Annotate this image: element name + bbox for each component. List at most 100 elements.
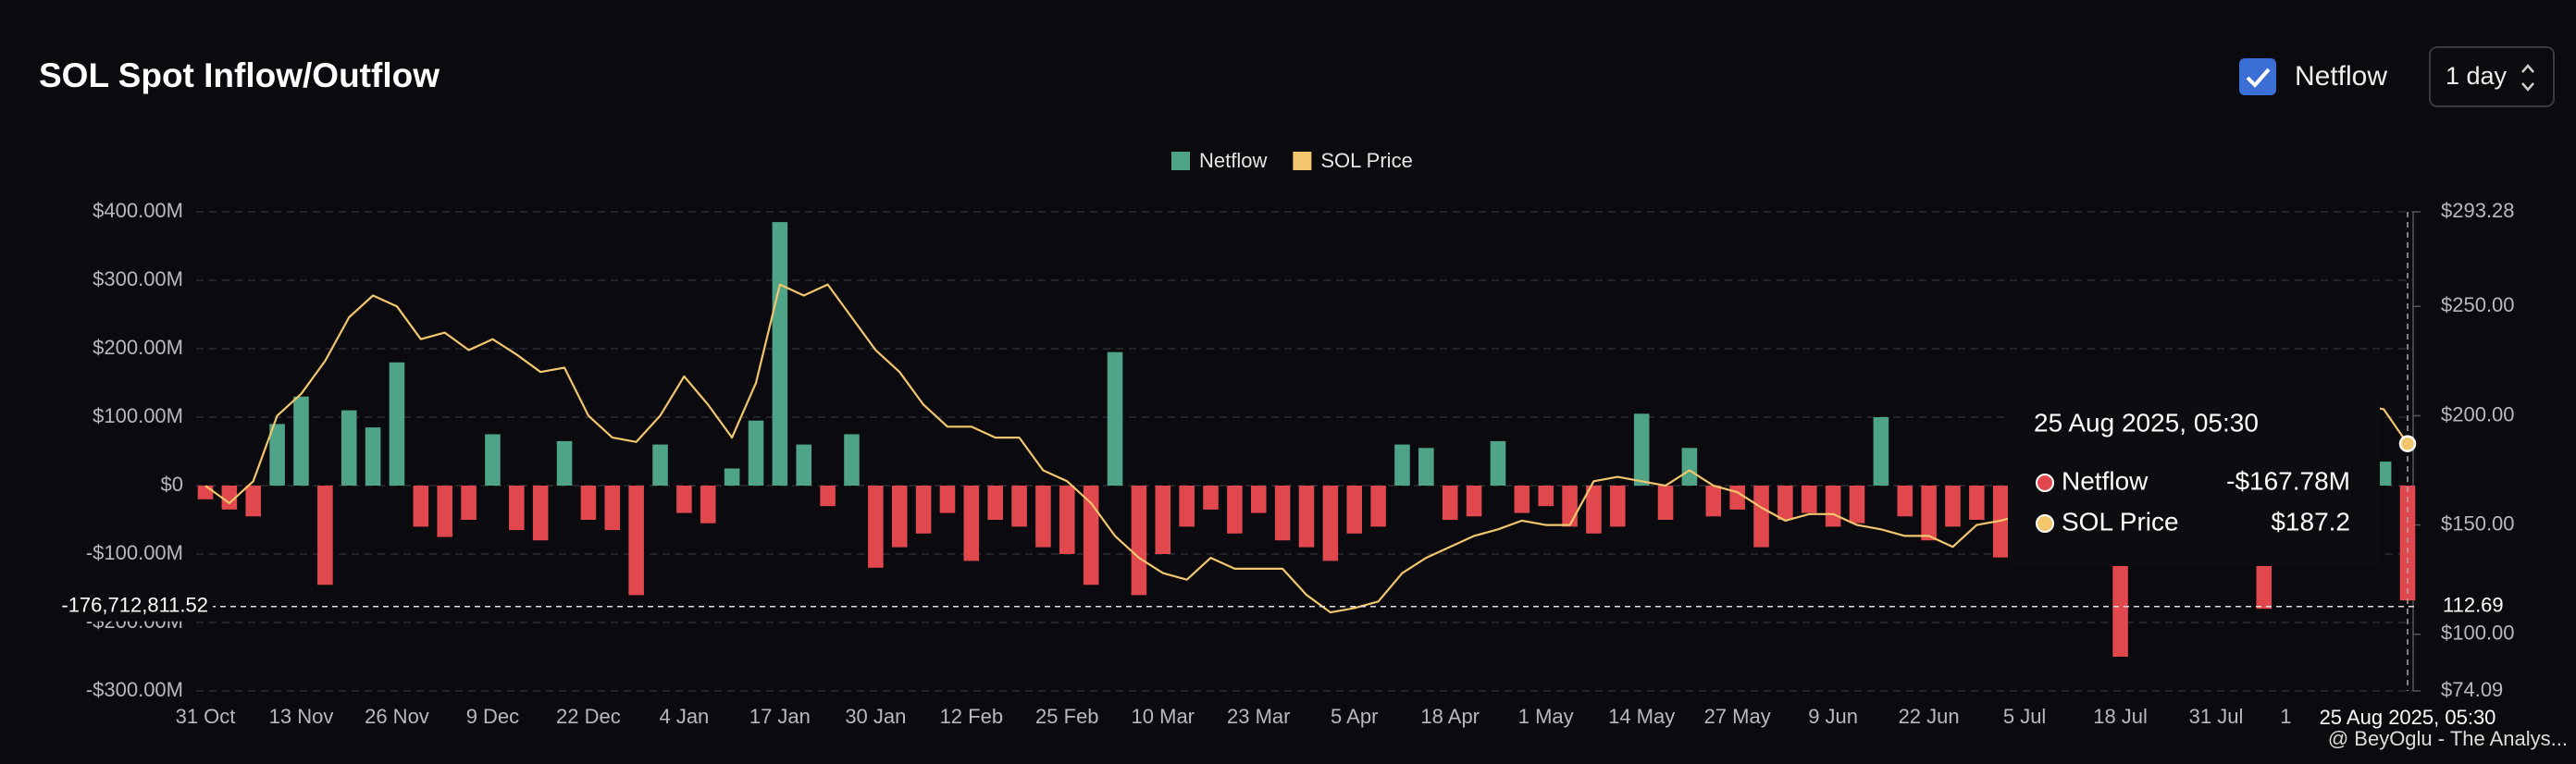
checkbox[interactable]	[2239, 58, 2276, 95]
bar	[556, 440, 573, 486]
y-tick-label: $200.00M	[93, 336, 183, 359]
x-tick-label: 23 Mar	[1227, 705, 1290, 728]
netflow-toggle[interactable]: Netflow	[2239, 58, 2387, 95]
x-tick-label: 13 Nov	[269, 705, 334, 728]
tooltip: 25 Aug 2025, 05:30 Netflow -$167.78M SOL Pr…	[2008, 394, 2380, 566]
x-tick-label: 12 Feb	[940, 705, 1004, 728]
x-tick-label: 22 Jun	[1899, 705, 1960, 728]
bar	[1849, 486, 1865, 524]
crosshair-y2-box	[2419, 591, 2530, 622]
toggle-label: Netflow	[2295, 61, 2387, 92]
bar	[1490, 440, 1506, 486]
legend-swatch	[1171, 152, 1190, 170]
bar	[509, 486, 525, 531]
bar	[652, 444, 668, 486]
page-title: SOL Spot Inflow/Outflow	[39, 56, 440, 94]
interval-select[interactable]: 1 day	[2429, 46, 2555, 107]
bar	[868, 486, 884, 568]
bar	[461, 486, 477, 520]
tooltip-title: 25 Aug 2025, 05:30	[2034, 408, 2259, 437]
bar	[269, 424, 285, 486]
y-tick-label: $100.00M	[93, 404, 183, 427]
bar	[413, 486, 429, 527]
tooltip-box	[2008, 394, 2380, 566]
bar	[1753, 486, 1769, 548]
x-tick-label: 1 May	[1518, 705, 1574, 728]
bar	[1203, 486, 1219, 510]
bar	[1514, 486, 1530, 513]
y2-tick-label: $150.00	[2441, 511, 2515, 535]
x-tick-label: 5 Apr	[1331, 705, 1378, 728]
crosshair-y-label: -176,712,811.52	[61, 594, 208, 617]
bar	[1394, 444, 1410, 486]
bar	[1921, 486, 1937, 541]
bar	[1250, 486, 1267, 513]
x-tick-label: 10 Mar	[1132, 705, 1195, 728]
bar	[317, 486, 333, 585]
x-tick-label: 27 May	[1704, 705, 1771, 728]
crosshair-y2-label: 112.69	[2443, 594, 2504, 617]
crosshair-y-box	[37, 591, 213, 622]
tooltip-name: SOL Price	[2062, 507, 2179, 536]
bar	[2399, 486, 2416, 601]
bar	[939, 486, 956, 513]
bar	[891, 486, 908, 548]
x-tick-label: 9 Dec	[466, 705, 519, 728]
bar	[1825, 486, 1841, 527]
x-tick-label: 31 Jul	[2189, 705, 2244, 728]
tooltip-dot	[2036, 514, 2054, 533]
bar	[1155, 486, 1171, 554]
bar	[748, 420, 764, 486]
bar	[628, 486, 644, 596]
bar	[245, 486, 262, 517]
bar	[1274, 486, 1291, 541]
bar	[437, 486, 452, 537]
y2-tick-label: $74.09	[2441, 678, 2503, 701]
x-tick-label: 18 Apr	[1420, 705, 1480, 728]
x-tick-label: 31 Oct	[176, 705, 236, 728]
x-tick-label: 5 Jul	[2003, 705, 2046, 728]
bar	[1227, 486, 1243, 534]
y-tick-label: $400.00M	[93, 199, 183, 222]
bar	[485, 434, 501, 486]
bar	[1777, 486, 1793, 520]
bar	[987, 486, 1003, 520]
select-value: 1 day	[2446, 62, 2508, 90]
legend-label: SOL Price	[1320, 149, 1412, 172]
bar	[1801, 486, 1817, 513]
select-arrows	[2521, 64, 2534, 92]
x-tick-label: 14 May	[1608, 705, 1675, 728]
bar	[1346, 486, 1363, 534]
bar	[1562, 486, 1578, 527]
bar	[676, 486, 692, 513]
bar	[293, 396, 309, 486]
bar	[1681, 448, 1698, 486]
bar	[1610, 486, 1626, 527]
bar	[1107, 351, 1123, 486]
y2-tick-label: $100.00	[2441, 622, 2515, 645]
bar	[963, 486, 980, 561]
bar	[1633, 413, 1650, 486]
x-tick-label: 25 Feb	[1035, 705, 1099, 728]
y-tick-label: $0	[161, 473, 183, 496]
bar	[1011, 486, 1027, 527]
legend-label: Netflow	[1199, 149, 1267, 172]
tooltip-value: -$167.78M	[2226, 466, 2350, 495]
bar	[724, 468, 740, 486]
legend-swatch	[1293, 152, 1312, 170]
bar	[820, 486, 836, 507]
x-tick-label: 9 Jun	[1808, 705, 1858, 728]
bar	[1322, 486, 1339, 561]
y-tick-label: -$300.00M	[86, 678, 183, 701]
bar	[700, 486, 716, 524]
bar	[1083, 486, 1099, 585]
crosshair-x-label: 25 Aug 2025, 05:30	[2320, 706, 2496, 729]
y2-tick-label: $250.00	[2441, 293, 2515, 316]
bar	[1035, 486, 1051, 548]
select-box[interactable]	[2429, 46, 2555, 107]
tooltip-name: Netflow	[2062, 466, 2149, 495]
bar	[1131, 486, 1147, 596]
crosshair-x-box	[2291, 703, 2524, 734]
bar	[1298, 486, 1315, 548]
